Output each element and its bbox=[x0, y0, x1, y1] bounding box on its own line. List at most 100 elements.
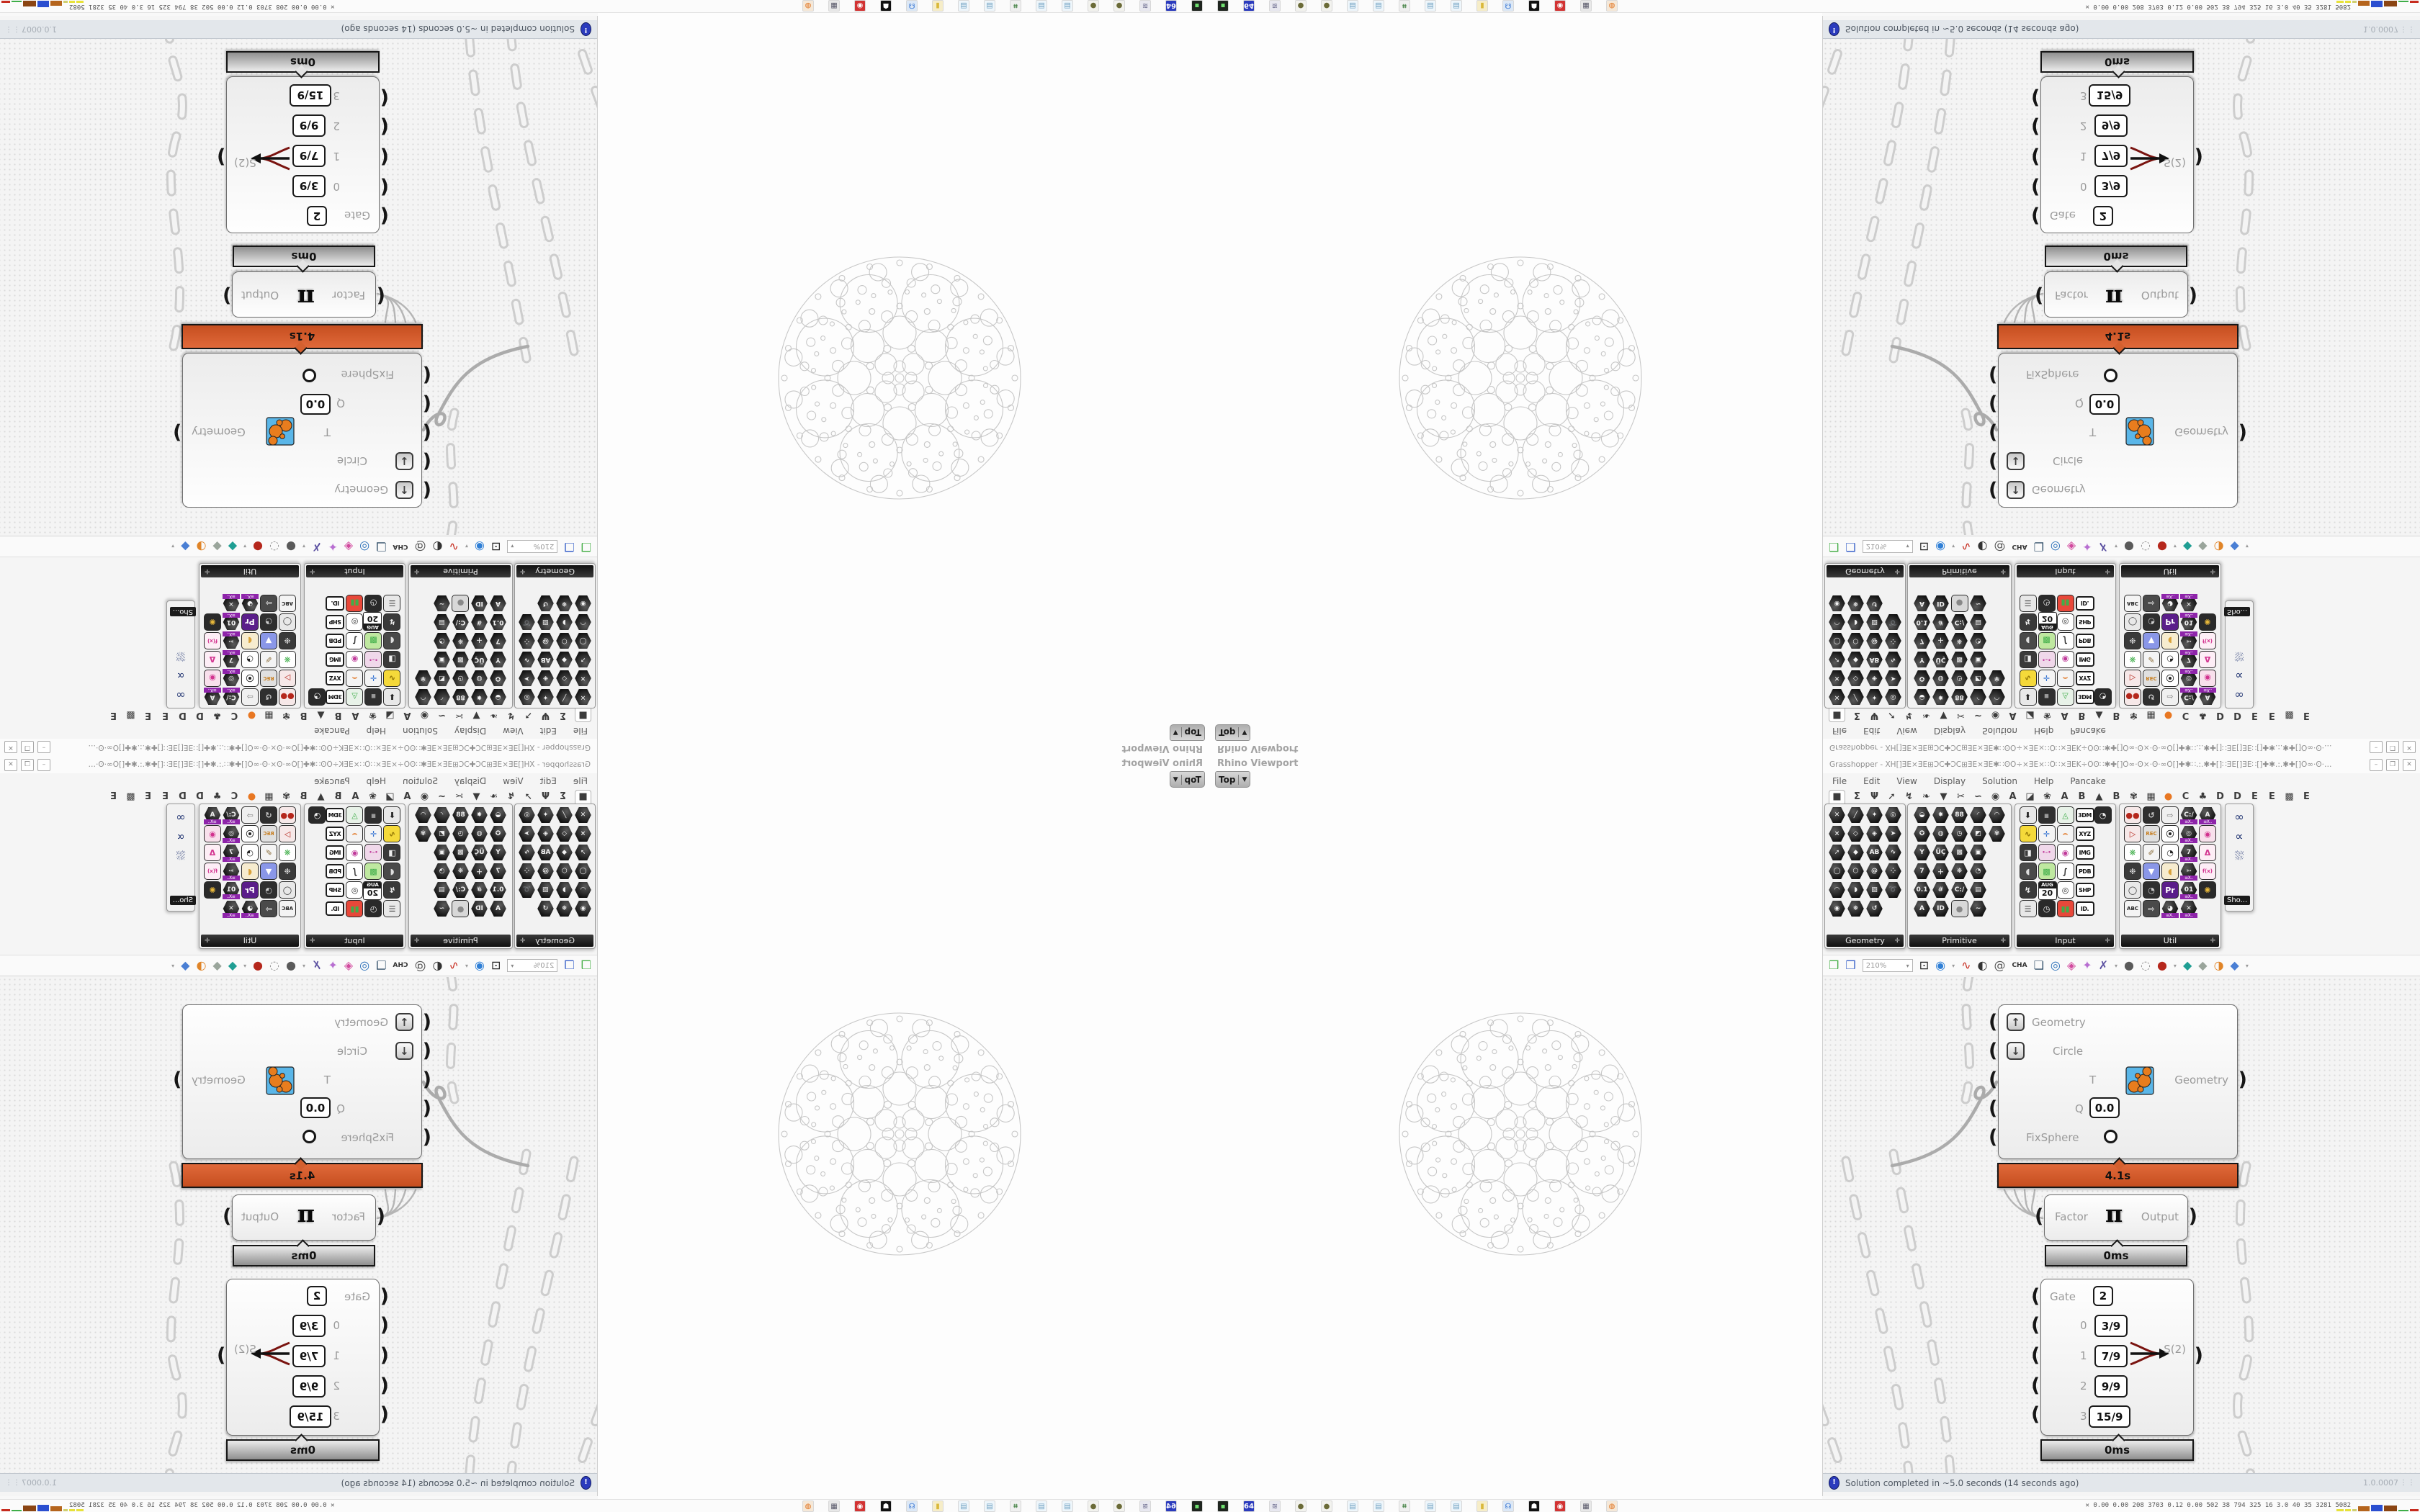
menu-item-help[interactable]: Help bbox=[366, 775, 387, 786]
remote-control-button[interactable]: @ bbox=[1994, 958, 2006, 972]
palette-component-icon[interactable]: ⬡ bbox=[556, 863, 573, 880]
toolbar-dropdown-arrow[interactable]: ▾ bbox=[2245, 543, 2249, 550]
category-tab-icon[interactable]: E bbox=[2269, 791, 2275, 802]
palette-component-icon[interactable]: ＋ bbox=[1932, 863, 1950, 880]
palette-component-icon[interactable]: Δ bbox=[2199, 651, 2216, 668]
q-value-box[interactable]: 0.0 bbox=[300, 1097, 331, 1118]
input-socket[interactable]: ( bbox=[380, 1374, 389, 1397]
category-tab-icon[interactable]: ◪ bbox=[2025, 791, 2035, 802]
tray-icon[interactable]: ◉ bbox=[1554, 0, 1566, 12]
toolbar-dropdown-arrow[interactable]: ▾ bbox=[465, 543, 468, 550]
palette-component-icon[interactable]: ◜ bbox=[434, 688, 451, 706]
palette-component-icon[interactable]: C:/ bbox=[1951, 881, 1968, 899]
tray-icon[interactable]: ▮ bbox=[932, 0, 944, 12]
gem-blue-button[interactable]: ◆ bbox=[181, 540, 190, 554]
palette-component-icon[interactable]: ⁘ bbox=[1885, 863, 1902, 880]
input-socket[interactable]: ( bbox=[380, 204, 389, 227]
palette-component-icon[interactable]: ↺ bbox=[260, 688, 277, 706]
palette-component-icon[interactable]: ◉ bbox=[2056, 844, 2074, 861]
tray-icon[interactable]: ☊ bbox=[906, 1500, 918, 1512]
category-tab-icon[interactable]: E bbox=[110, 791, 117, 802]
category-tab-icon[interactable]: E bbox=[162, 710, 169, 721]
palette-component-icon[interactable]: ●● bbox=[2124, 688, 2141, 706]
tray-icon[interactable]: ● bbox=[1088, 1500, 1099, 1512]
palette-component-icon[interactable]: ▩ bbox=[364, 863, 382, 880]
menu-item-pancake[interactable]: Pancake bbox=[2070, 726, 2106, 737]
toolbar-dropdown-arrow[interactable]: ▾ bbox=[171, 543, 175, 550]
category-tab-icon[interactable]: ▲ bbox=[317, 791, 325, 802]
palette-component-icon[interactable]: ⦿ bbox=[2161, 670, 2179, 687]
toolbar-dropdown-arrow[interactable]: ▾ bbox=[2115, 543, 2118, 550]
palette-component-icon[interactable]: ⁘ bbox=[519, 632, 536, 649]
palette-component-icon[interactable]: f(x) bbox=[2199, 632, 2216, 649]
palette-expand-icon[interactable]: ✛ bbox=[2210, 937, 2215, 945]
grasshopper-titlebar[interactable]: Grasshopper - XH[]ƎE×ƎE⊞ƆC✚ƆC⊞ƎE×ƎE✱∷ʘÔ÷… bbox=[0, 739, 597, 756]
category-tab-icon[interactable]: ↯ bbox=[507, 710, 515, 721]
input-socket[interactable]: ( bbox=[422, 364, 431, 386]
palette-component-icon[interactable]: ÜÇ bbox=[471, 651, 488, 668]
viewport-tab-top[interactable]: Top ▼ bbox=[1169, 724, 1205, 741]
input-socket[interactable]: ( bbox=[380, 86, 389, 109]
menu-item-help[interactable]: Help bbox=[2033, 775, 2054, 786]
maximize-button[interactable]: ❐ bbox=[2386, 741, 2399, 753]
output-socket[interactable]: ) bbox=[217, 1344, 226, 1367]
palette-component-icon[interactable]: ∿ bbox=[383, 670, 401, 687]
category-tab-icon[interactable]: E bbox=[110, 710, 117, 721]
palette-component-icon[interactable]: × bbox=[1829, 825, 1846, 842]
pi-component[interactable]: ( ) Factor π Output bbox=[223, 271, 385, 318]
category-tab-icon[interactable]: ◪ bbox=[2025, 710, 2035, 721]
palette-component-icon[interactable]: ▮▮ bbox=[2056, 595, 2074, 612]
category-tab-icon[interactable]: ▩ bbox=[126, 791, 135, 802]
category-tab-icon[interactable]: ♣ bbox=[212, 791, 222, 802]
grasshopper-canvas[interactable]: ( ( ( ( ( ) ↑ ↓ Geometry Circle T Q 0.0 … bbox=[0, 39, 597, 535]
category-tab-icon[interactable]: B bbox=[300, 791, 308, 802]
find-button[interactable]: ◎ bbox=[359, 540, 370, 554]
expand-up-button[interactable]: ↑ bbox=[2007, 1013, 2025, 1031]
category-tab-icon[interactable]: ✾ bbox=[282, 791, 290, 802]
category-tab-icon[interactable]: Σ bbox=[1854, 710, 1860, 721]
palette-component-icon[interactable]: 88 bbox=[452, 806, 470, 824]
palette-component-icon[interactable]: 3DM bbox=[2075, 688, 2094, 706]
gem-teal-button[interactable]: ◆ bbox=[228, 540, 238, 554]
palette-component-icon[interactable]: ↺ bbox=[2143, 806, 2160, 824]
sho-panel-icon[interactable]: ∝ bbox=[2235, 669, 2244, 683]
palette-component-icon[interactable]: # bbox=[471, 613, 488, 631]
palette-component-icon[interactable]: ✐ bbox=[260, 844, 277, 861]
palette-component-icon[interactable]: ◠ bbox=[415, 688, 432, 706]
palette-component-icon[interactable]: ◬ bbox=[346, 806, 364, 824]
palette-component-icon[interactable]: PDB bbox=[326, 863, 345, 880]
tray-icon[interactable]: ● bbox=[1295, 1500, 1307, 1512]
category-tab-icon[interactable]: ◉ bbox=[1991, 710, 2000, 721]
palette-footer-geometry[interactable]: Geometry ✛ bbox=[1827, 565, 1904, 577]
palette-component-icon[interactable]: ⇨ bbox=[260, 900, 277, 917]
palette-component-icon[interactable]: ● bbox=[1950, 900, 1968, 917]
palette-component-icon[interactable]: ✸ bbox=[471, 688, 488, 706]
cha-swap-button[interactable]: CHA bbox=[2012, 962, 2027, 969]
menu-item-view[interactable]: View bbox=[503, 775, 524, 786]
palette-component-icon[interactable]: 0.1 bbox=[490, 613, 507, 631]
tray-icon[interactable]: ☗ bbox=[1528, 0, 1540, 12]
category-tab-icon[interactable]: A bbox=[2009, 791, 2017, 802]
palette-component-icon[interactable]: ◖ bbox=[2019, 632, 2037, 649]
stream-gate-component[interactable]: ( ( ( ( ( ) Gate 2 0 3/9 1 7/9 2 9/9 3 15/9 bbox=[2031, 76, 2203, 233]
palette-component-icon[interactable]: ✐ bbox=[2143, 651, 2160, 668]
input-socket[interactable]: ( bbox=[376, 284, 385, 307]
preview-eye-button[interactable]: ◉ bbox=[474, 540, 485, 554]
palette-expand-icon[interactable]: ✛ bbox=[310, 567, 315, 575]
input-socket[interactable]: ( bbox=[380, 145, 389, 168]
category-tab-icon[interactable]: A bbox=[351, 791, 359, 802]
palette-expand-icon[interactable]: ✛ bbox=[414, 937, 420, 945]
palette-component-icon[interactable]: ◷ bbox=[364, 900, 382, 917]
palette-component-icon[interactable]: A ≡X‥ bbox=[2199, 806, 2216, 824]
preview-wireframe-button[interactable]: ◌ bbox=[2140, 958, 2151, 972]
palette-component-icon[interactable]: ◆ bbox=[1847, 844, 1865, 861]
category-tab-icon[interactable]: ▲ bbox=[317, 710, 325, 721]
palette-component-icon[interactable]: ➰ bbox=[519, 881, 536, 899]
stream-gate-component[interactable]: ( ( ( ( ( ) Gate 2 0 3/9 1 7/9 2 9/9 3 15/9 bbox=[217, 1279, 389, 1436]
palette-component-icon[interactable]: C:/≡X‥ bbox=[223, 806, 240, 824]
tray-icon[interactable]: ▤ bbox=[1451, 1500, 1462, 1512]
palette-expand-icon[interactable]: ✛ bbox=[520, 567, 526, 575]
palette-component-icon[interactable]: ➰ bbox=[1885, 613, 1902, 631]
palette-expand-icon[interactable]: ✛ bbox=[205, 567, 210, 575]
menu-item-file[interactable]: File bbox=[573, 726, 588, 737]
